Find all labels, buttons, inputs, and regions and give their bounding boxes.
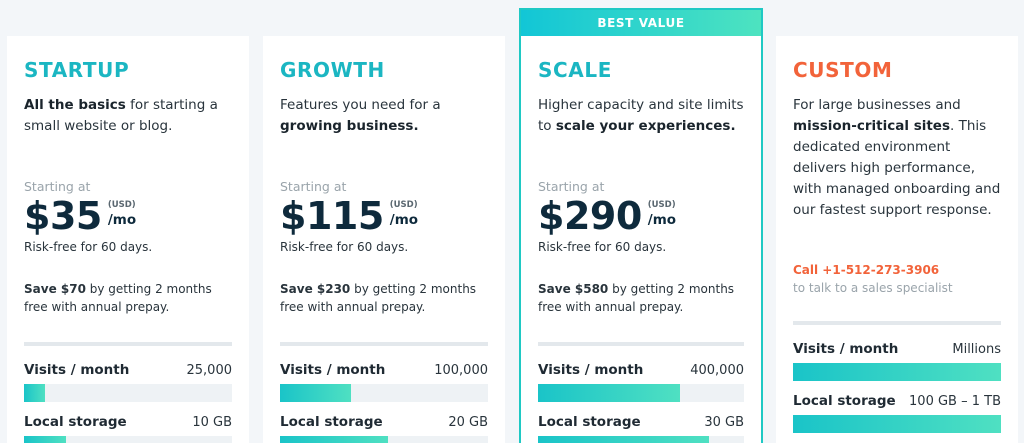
period-label: /mo	[107, 212, 137, 228]
storage-bar	[280, 436, 488, 443]
plan-card-growth: GROWTH Features you need for a growing b…	[263, 36, 505, 443]
price-row: $35 (USD) /mo	[24, 194, 232, 238]
plan-name: CUSTOM	[793, 58, 893, 82]
metric-value: 100,000	[434, 363, 488, 378]
metric-label: Local storage	[538, 414, 641, 430]
metric-value: 20 GB	[448, 415, 488, 430]
plan-name: STARTUP	[24, 58, 130, 82]
save-note: Save $230 by getting 2 months free with …	[280, 282, 477, 314]
plan-description: Higher capacity and site limits to scale…	[538, 97, 744, 134]
plan-description: All the basics for starting a small webs…	[24, 97, 218, 134]
currency-label: (USD)	[647, 200, 676, 210]
storage-bar	[24, 436, 232, 443]
plan-description: For large businesses and mission-critica…	[793, 97, 1001, 218]
visits-bar-fill	[793, 363, 1001, 381]
metric-label: Visits / month	[24, 362, 130, 378]
metric-storage: Local storage 100 GB – 1 TB	[793, 393, 1001, 433]
price: $290	[538, 194, 642, 238]
plan-card-scale: BEST VALUE SCALE Higher capacity and sit…	[519, 8, 763, 443]
metric-label: Visits / month	[538, 362, 644, 378]
metric-visits: Visits / month Millions	[793, 341, 1001, 381]
plan-name: GROWTH	[280, 58, 385, 82]
storage-bar	[793, 415, 1001, 433]
starting-at-label: Starting at	[280, 179, 347, 194]
visits-bar-fill	[24, 384, 45, 402]
currency-label: (USD)	[389, 200, 418, 210]
divider	[24, 342, 232, 346]
call-sales-link[interactable]: Call +1-512-273-3906	[793, 263, 940, 277]
visits-bar	[538, 384, 744, 402]
starting-at-label: Starting at	[538, 179, 605, 194]
plan-card-custom: CUSTOM For large businesses and mission-…	[776, 36, 1018, 443]
visits-bar	[793, 363, 1001, 381]
metric-value: 25,000	[186, 363, 233, 378]
storage-bar	[538, 436, 744, 443]
storage-bar-fill	[280, 436, 389, 443]
metric-visits: Visits / month 100,000	[280, 362, 488, 402]
best-value-banner: BEST VALUE	[521, 10, 761, 36]
period-label: /mo	[389, 212, 419, 228]
metric-label: Visits / month	[793, 341, 899, 357]
divider	[280, 342, 488, 346]
metric-storage: Local storage 30 GB	[538, 414, 744, 443]
divider	[793, 321, 1001, 325]
metric-value: 400,000	[690, 363, 744, 378]
metric-value: Millions	[952, 342, 1001, 357]
storage-bar-fill	[538, 436, 709, 443]
talk-to-sales-note: to talk to a sales specialist	[793, 281, 953, 295]
save-note: Save $580 by getting 2 months free with …	[538, 282, 735, 314]
period-label: /mo	[647, 212, 677, 228]
metric-label: Local storage	[280, 414, 383, 430]
metric-label: Visits / month	[280, 362, 386, 378]
price-row: $290 (USD) /mo	[538, 194, 744, 238]
metric-label: Local storage	[793, 393, 896, 409]
plan-card-startup: STARTUP All the basics for starting a sm…	[7, 36, 249, 443]
metric-storage: Local storage 20 GB	[280, 414, 488, 443]
price-row: $115 (USD) /mo	[280, 194, 488, 238]
save-note: Save $70 by getting 2 months free with a…	[24, 282, 212, 314]
currency-label: (USD)	[107, 200, 136, 210]
plan-description: Features you need for a growing business…	[280, 97, 441, 134]
risk-free-note: Risk-free for 60 days.	[280, 240, 409, 254]
visits-bar	[280, 384, 488, 402]
metric-value: 10 GB	[192, 415, 232, 430]
storage-bar-fill	[24, 436, 66, 443]
metric-label: Local storage	[24, 414, 127, 430]
price: $115	[280, 194, 384, 238]
visits-bar	[24, 384, 232, 402]
starting-at-label: Starting at	[24, 179, 91, 194]
metric-visits: Visits / month 25,000	[24, 362, 232, 402]
risk-free-note: Risk-free for 60 days.	[538, 240, 667, 254]
metric-storage: Local storage 10 GB	[24, 414, 232, 443]
price: $35	[24, 194, 102, 238]
divider	[538, 342, 744, 346]
visits-bar-fill	[538, 384, 681, 402]
plan-name: SCALE	[538, 58, 612, 82]
storage-bar-fill	[793, 415, 1001, 433]
metric-visits: Visits / month 400,000	[538, 362, 744, 402]
visits-bar-fill	[280, 384, 351, 402]
metric-value: 30 GB	[704, 415, 744, 430]
metric-value: 100 GB – 1 TB	[909, 394, 1001, 409]
risk-free-note: Risk-free for 60 days.	[24, 240, 153, 254]
